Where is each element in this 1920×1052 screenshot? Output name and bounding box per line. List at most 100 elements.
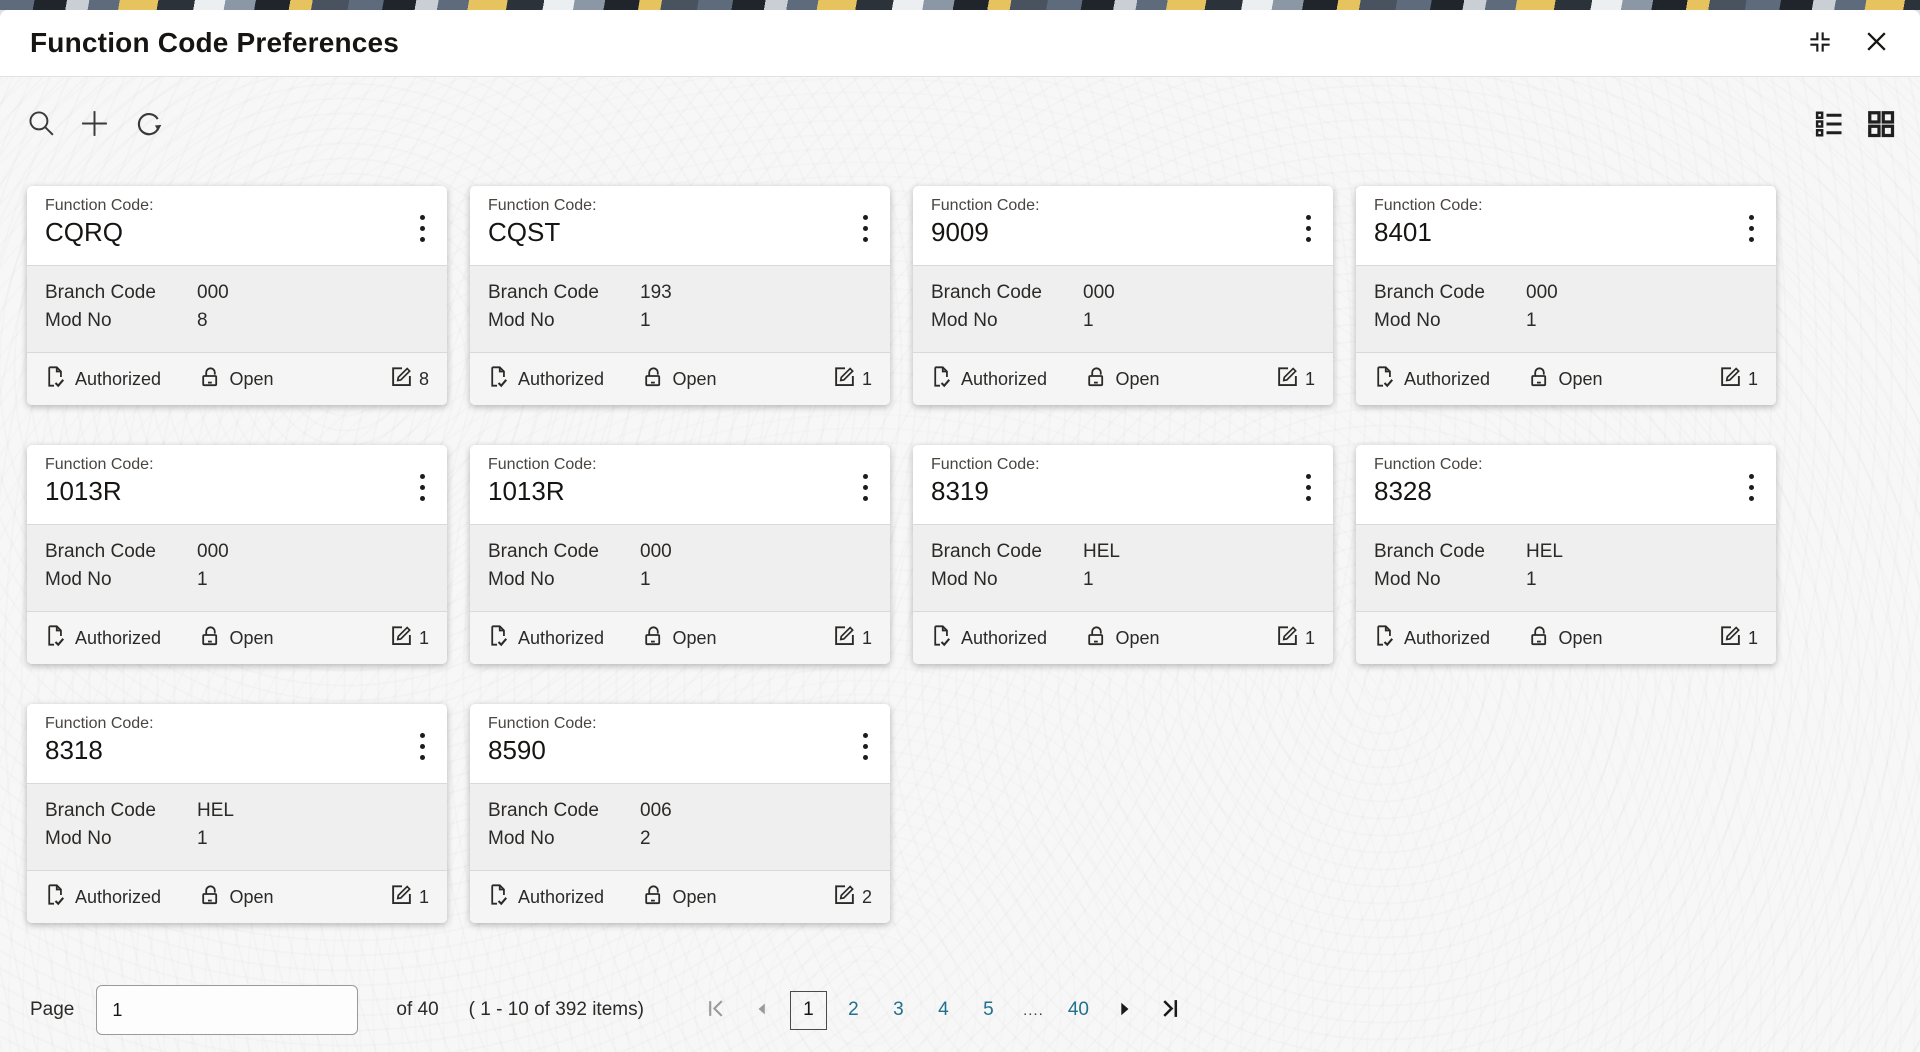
- kebab-menu-icon[interactable]: [409, 469, 435, 505]
- page-number-button[interactable]: 5: [983, 999, 994, 1020]
- branch-code-label: Branch Code: [488, 282, 599, 303]
- refresh-button[interactable]: [130, 107, 164, 144]
- next-page-button[interactable]: [1101, 1000, 1147, 1021]
- unlock-icon: [1529, 625, 1549, 652]
- branch-code-value: 000: [1083, 282, 1115, 303]
- function-code-value: 8328: [1374, 476, 1432, 506]
- edit-count: 2: [862, 886, 873, 907]
- function-code-card[interactable]: Function Code: 8328 Branch Code HEL Mod …: [1356, 445, 1776, 664]
- mod-no-label: Mod No: [1374, 569, 1441, 590]
- card-details: Branch Code HEL Mod No 1: [27, 783, 447, 871]
- unlock-icon: [643, 625, 663, 652]
- kebab-menu-icon[interactable]: [852, 210, 878, 246]
- unlock-icon: [200, 366, 220, 393]
- edit-count: 1: [1305, 627, 1316, 648]
- grid-view-icon: [1866, 109, 1896, 142]
- record-status: Open: [229, 627, 274, 648]
- card-status-bar: Authorized Open: [470, 612, 890, 664]
- edit-count-icon: [1719, 365, 1742, 393]
- page-title: Function Code Preferences: [30, 27, 400, 58]
- branch-code-value: HEL: [197, 800, 234, 821]
- card-details: Branch Code 000 Mod No 1: [27, 524, 447, 612]
- branch-code-label: Branch Code: [1374, 541, 1485, 562]
- function-code-card[interactable]: Function Code: 8401 Branch Code 000 Mod …: [1356, 186, 1776, 405]
- card-header: Function Code: 1013R: [470, 445, 890, 524]
- function-code-label: Function Code:: [931, 197, 1040, 214]
- card-header: Function Code: 8590: [470, 704, 890, 783]
- current-page-indicator[interactable]: 1: [789, 990, 827, 1030]
- function-code-card[interactable]: Function Code: CQST Branch Code 193 Mod …: [470, 186, 890, 405]
- function-code-card[interactable]: Function Code: 1013R Branch Code 000 Mod…: [470, 445, 890, 664]
- edit-count-icon: [1276, 624, 1299, 652]
- function-code-card[interactable]: Function Code: CQRQ Branch Code 000 Mod …: [27, 186, 447, 405]
- record-status: Open: [1115, 368, 1160, 389]
- function-code-label: Function Code:: [931, 456, 1040, 473]
- page-number-button[interactable]: 2: [848, 999, 859, 1020]
- mod-no-label: Mod No: [1374, 310, 1441, 331]
- authorized-doc-icon: [45, 883, 66, 911]
- background-app-strip: [0, 0, 1920, 10]
- mod-no-label: Mod No: [45, 828, 112, 849]
- unlock-icon: [643, 366, 663, 393]
- authorized-doc-icon: [1374, 365, 1395, 393]
- kebab-menu-icon[interactable]: [1738, 210, 1764, 246]
- kebab-menu-icon[interactable]: [1295, 469, 1321, 505]
- card-details: Branch Code 000 Mod No 1: [913, 265, 1333, 353]
- plus-icon: [79, 108, 110, 142]
- next-page-icon: [1115, 1000, 1133, 1021]
- close-icon: [1863, 28, 1890, 58]
- pager-controls: 1 2 3 4 5.... 40: [694, 990, 1193, 1030]
- kebab-menu-icon[interactable]: [409, 210, 435, 246]
- page-number-button[interactable]: 3: [893, 999, 904, 1020]
- kebab-menu-icon[interactable]: [852, 728, 878, 764]
- page-number-button[interactable]: 40: [1067, 999, 1089, 1020]
- mod-no-label: Mod No: [488, 569, 555, 590]
- kebab-menu-icon[interactable]: [1738, 469, 1764, 505]
- close-button[interactable]: [1861, 26, 1892, 60]
- edit-count-icon: [1276, 365, 1299, 393]
- authorized-doc-icon: [931, 365, 952, 393]
- branch-code-value: 000: [640, 541, 672, 562]
- branch-code-value: HEL: [1526, 541, 1563, 562]
- card-details: Branch Code HEL Mod No 1: [1356, 524, 1776, 612]
- record-status: Open: [1558, 627, 1603, 648]
- grid-view-button[interactable]: [1864, 107, 1898, 144]
- function-code-card[interactable]: Function Code: 9009 Branch Code 000 Mod …: [913, 186, 1333, 405]
- search-button[interactable]: [24, 106, 59, 144]
- function-code-card[interactable]: Function Code: 8319 Branch Code HEL Mod …: [913, 445, 1333, 664]
- page-input[interactable]: [96, 985, 359, 1035]
- authorization-status: Authorized: [518, 627, 605, 648]
- last-page-button[interactable]: [1147, 998, 1193, 1022]
- unlock-icon: [643, 884, 663, 911]
- function-code-card[interactable]: Function Code: 1013R Branch Code 000 Mod…: [27, 445, 447, 664]
- edit-count-icon: [833, 624, 856, 652]
- unlock-icon: [1086, 366, 1106, 393]
- collapse-button[interactable]: [1803, 25, 1837, 62]
- authorization-status: Authorized: [961, 627, 1048, 648]
- function-code-value: 8590: [488, 735, 546, 765]
- mod-no-label: Mod No: [931, 569, 998, 590]
- branch-code-label: Branch Code: [931, 541, 1042, 562]
- function-code-card[interactable]: Function Code: 8318 Branch Code HEL Mod …: [27, 704, 447, 923]
- function-code-label: Function Code:: [45, 197, 154, 214]
- mod-no-label: Mod No: [488, 828, 555, 849]
- function-code-card[interactable]: Function Code: 8590 Branch Code 006 Mod …: [470, 704, 890, 923]
- card-status-bar: Authorized Open: [1356, 353, 1776, 405]
- pagination-bar: Page of 40 ( 1 - 10 of 392 items): [30, 974, 1900, 1046]
- kebab-menu-icon[interactable]: [409, 728, 435, 764]
- function-code-value: 9009: [931, 217, 989, 247]
- function-code-label: Function Code:: [488, 715, 597, 732]
- unlock-icon: [200, 625, 220, 652]
- authorization-status: Authorized: [1404, 627, 1491, 648]
- previous-page-button[interactable]: [740, 1000, 786, 1021]
- edit-count-icon: [833, 883, 856, 911]
- add-button[interactable]: [77, 106, 112, 144]
- first-page-button[interactable]: [694, 998, 740, 1022]
- kebab-menu-icon[interactable]: [1295, 210, 1321, 246]
- page-number-button[interactable]: 4: [938, 999, 949, 1020]
- toolbar-right: [1812, 107, 1898, 144]
- list-view-button[interactable]: [1812, 107, 1846, 144]
- kebab-menu-icon[interactable]: [852, 469, 878, 505]
- authorized-doc-icon: [1374, 624, 1395, 652]
- branch-code-label: Branch Code: [45, 282, 156, 303]
